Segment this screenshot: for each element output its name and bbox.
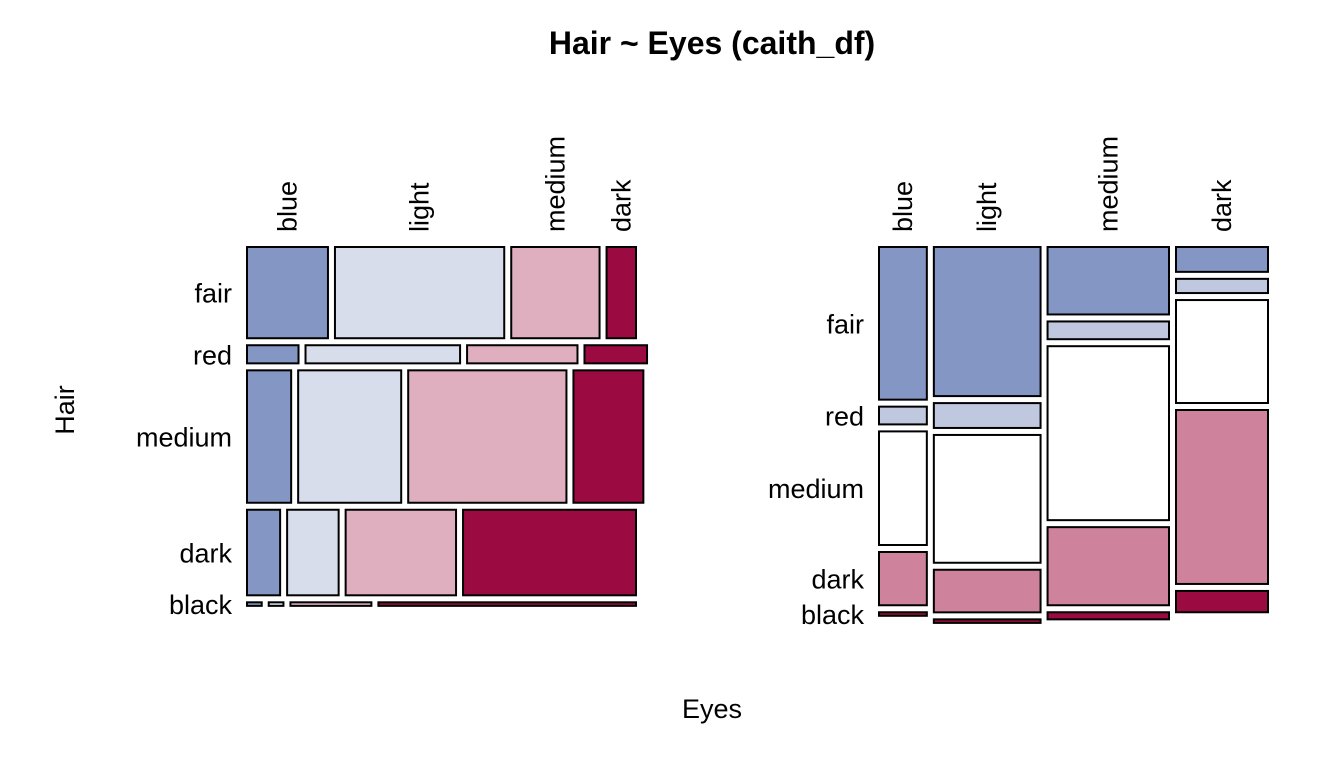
mosaic-tile-hair-red-eyes-dark xyxy=(583,344,649,365)
mosaic-tile-eyes-blue-hair-fair xyxy=(878,246,928,401)
mosaic-tile-eyes-light-hair-fair xyxy=(932,246,1042,398)
row-label-black: black xyxy=(169,590,233,620)
mosaic-tile-hair-fair-eyes-medium xyxy=(510,246,601,340)
col-label-medium: medium xyxy=(540,136,570,232)
mosaic-tile-hair-dark-eyes-light xyxy=(286,508,340,597)
row-label-dark: dark xyxy=(179,539,232,569)
mosaic-tile-hair-black-eyes-light xyxy=(267,601,285,607)
mosaic-tile-hair-fair-eyes-light xyxy=(333,246,506,340)
mosaic-tile-hair-fair-eyes-blue xyxy=(246,246,329,340)
chart-title: Hair ~ Eyes (caith_df) xyxy=(549,25,875,61)
col-label-medium: medium xyxy=(1093,136,1123,232)
col-label-dark: dark xyxy=(1207,179,1237,232)
mosaic-tile-eyes-blue-hair-red xyxy=(878,405,928,426)
mosaic-tile-eyes-dark-hair-dark xyxy=(1175,409,1269,585)
mosaic-tile-eyes-dark-hair-red xyxy=(1175,277,1269,295)
mosaic-tile-hair-medium-eyes-light xyxy=(297,369,403,504)
mosaic-tile-eyes-light-hair-dark xyxy=(932,568,1042,614)
mosaic-tile-eyes-light-hair-black xyxy=(932,618,1042,624)
mosaic-tile-hair-dark-eyes-dark xyxy=(462,508,638,597)
row-label-fair: fair xyxy=(826,309,864,339)
mosaic-tile-eyes-medium-hair-black xyxy=(1046,611,1171,621)
mosaic-tile-eyes-medium-hair-red xyxy=(1046,320,1171,341)
mosaic-tile-eyes-light-hair-medium xyxy=(932,433,1042,564)
mosaic-tile-hair-medium-eyes-medium xyxy=(407,369,568,504)
mosaic-tile-hair-black-eyes-blue xyxy=(246,601,263,607)
col-label-light: light xyxy=(972,182,1002,232)
mosaic-tile-hair-dark-eyes-medium xyxy=(344,508,458,597)
mosaic-tile-eyes-medium-hair-fair xyxy=(1046,246,1171,316)
mosaic-tile-eyes-dark-hair-fair xyxy=(1175,246,1269,273)
mosaic-tile-eyes-blue-hair-black xyxy=(878,611,928,617)
x-axis-title: Eyes xyxy=(682,694,742,724)
mosaic-tile-hair-fair-eyes-dark xyxy=(605,246,637,340)
col-label-light: light xyxy=(405,182,435,232)
mosaic-tile-hair-red-eyes-light xyxy=(304,344,462,365)
row-label-red: red xyxy=(825,402,864,432)
col-label-dark: dark xyxy=(606,179,636,232)
row-label-medium: medium xyxy=(768,474,864,504)
mosaic-panel-hair-by-eyes: fair red medium dark black blue light medium dar… xyxy=(136,136,649,620)
mosaic-tile-eyes-medium-hair-dark xyxy=(1046,526,1171,607)
mosaic-tile-hair-medium-eyes-blue xyxy=(246,369,293,504)
row-label-red: red xyxy=(193,340,232,370)
mosaic-tile-hair-dark-eyes-blue xyxy=(246,508,282,597)
row-label-dark: dark xyxy=(811,565,864,595)
col-label-blue: blue xyxy=(272,181,302,232)
mosaic-tile-eyes-blue-hair-dark xyxy=(878,551,928,607)
mosaic-tile-hair-red-eyes-blue xyxy=(246,344,300,365)
mosaic-tile-eyes-dark-hair-medium xyxy=(1175,299,1269,404)
mosaic-tile-eyes-light-hair-red xyxy=(932,402,1042,429)
mosaic-tile-hair-black-eyes-medium xyxy=(289,601,373,607)
mosaic-tile-eyes-medium-hair-medium xyxy=(1046,345,1171,522)
col-label-blue: blue xyxy=(888,181,918,232)
row-label-fair: fair xyxy=(194,279,232,309)
row-label-medium: medium xyxy=(136,423,232,453)
mosaic-tile-hair-red-eyes-medium xyxy=(466,344,579,365)
mosaic-panel-eyes-by-hair: blue light medium dark fair red medium dark blac… xyxy=(768,136,1269,630)
mosaic-tile-hair-medium-eyes-dark xyxy=(572,369,645,504)
mosaic-tile-eyes-dark-hair-black xyxy=(1175,589,1269,614)
row-label-black: black xyxy=(801,600,865,630)
mosaic-tile-hair-black-eyes-dark xyxy=(377,601,637,607)
y-axis-title: Hair xyxy=(50,385,80,435)
mosaic-tile-eyes-blue-hair-medium xyxy=(878,430,928,546)
